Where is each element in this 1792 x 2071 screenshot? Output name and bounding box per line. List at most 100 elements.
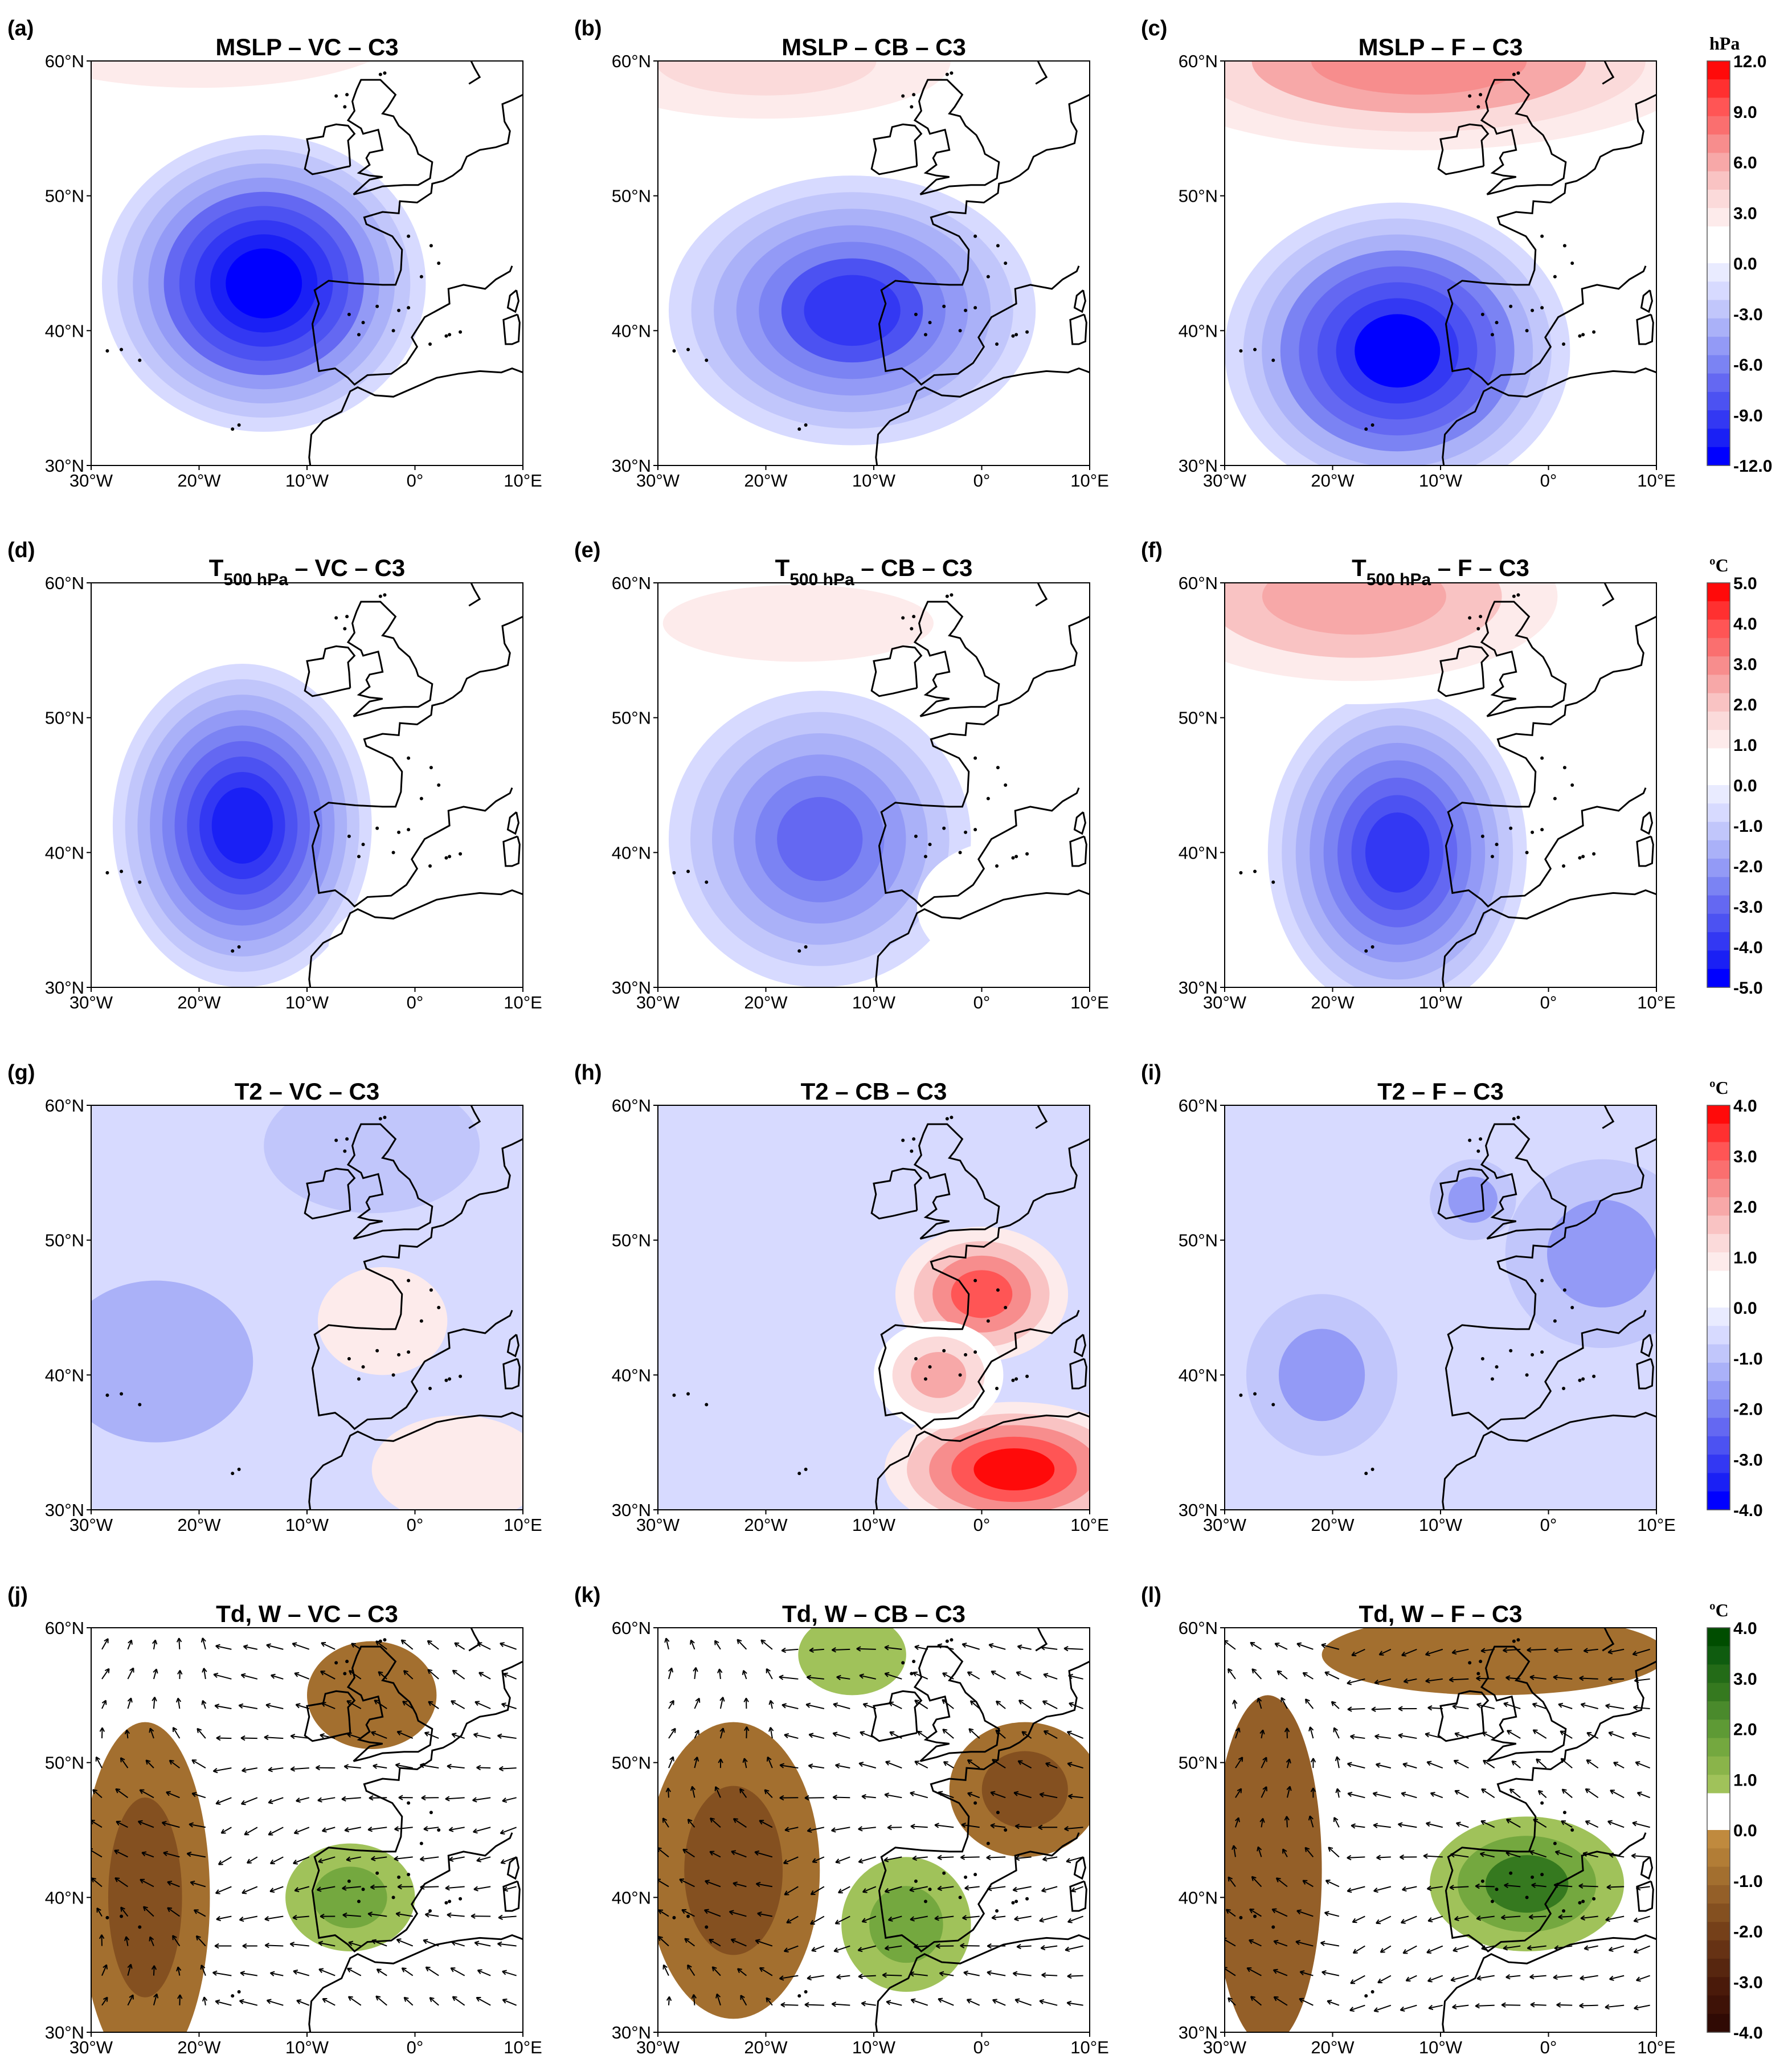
- wind-arrow-head: [781, 1647, 786, 1653]
- colorbar-frame: [1707, 1627, 1730, 2033]
- island: [138, 1403, 142, 1407]
- wind-arrow: [1476, 1677, 1495, 1680]
- island: [797, 1472, 801, 1476]
- island: [1581, 1900, 1585, 1903]
- wind-arrow-head: [114, 1877, 120, 1882]
- island: [1592, 1897, 1596, 1901]
- wind-arrow: [191, 1792, 206, 1799]
- wind-arrow-head: [1327, 1999, 1332, 2005]
- wind-arrow-head: [427, 1640, 432, 1645]
- wind-arrow-head: [737, 1639, 742, 1644]
- island: [973, 1873, 977, 1877]
- wind-arrow-head: [1501, 2002, 1506, 2008]
- wind-arrow-head: [264, 1916, 269, 1922]
- wind-arrow: [321, 1642, 336, 1650]
- island: [378, 72, 382, 76]
- wind-arrow: [1505, 1852, 1521, 1858]
- lon-tick-label: 10°W: [285, 992, 329, 1012]
- coastline: [1035, 1628, 1048, 1652]
- island: [995, 1909, 999, 1913]
- wind-arrow: [1561, 1788, 1573, 1798]
- wind-arrow-head: [1259, 1729, 1265, 1735]
- wind-arrow: [449, 1827, 465, 1831]
- lat-tick-label: 30°N: [45, 978, 84, 998]
- lat-tick-label: 30°N: [612, 978, 651, 998]
- wind-arrow-head: [833, 1702, 838, 1708]
- wind-arrow: [212, 1972, 232, 1976]
- coastline: [878, 93, 1090, 349]
- colorbar-swatch: [1707, 1160, 1730, 1179]
- island: [138, 880, 142, 884]
- lon-tick-label: 20°W: [1311, 992, 1355, 1012]
- colorbar-swatch: [1707, 391, 1730, 411]
- wind-arrow: [1426, 1823, 1443, 1828]
- coastline: [1035, 1105, 1048, 1129]
- coastline: [502, 1880, 521, 1912]
- island: [1540, 1278, 1544, 1282]
- lat-tick-label: 50°N: [612, 1753, 651, 1773]
- island: [429, 766, 433, 770]
- island: [407, 1350, 411, 1354]
- colorbar: 5.04.03.02.01.00.0-1.0-2.0-3.0-4.0-5.0ºC: [1707, 555, 1763, 998]
- wind-arrow: [1013, 1792, 1032, 1799]
- wind-arrow-head: [808, 1733, 814, 1738]
- coastline: [468, 61, 481, 85]
- wind-arrow-head: [317, 1797, 322, 1803]
- wind-arrow: [934, 1915, 954, 1919]
- lat-tick-label: 40°N: [45, 321, 84, 341]
- island: [1516, 71, 1520, 75]
- wind-arrow-head: [1605, 1917, 1610, 1922]
- wind-arrow: [1452, 2004, 1469, 2008]
- wind-arrow: [808, 1764, 824, 1769]
- wind-arrow: [101, 1700, 107, 1709]
- wind-arrow: [499, 1767, 517, 1770]
- lat-tick-label: 40°N: [45, 1888, 84, 1907]
- panel-title-rest: – VC – C3: [288, 554, 405, 581]
- colorbar-swatch: [1707, 1252, 1730, 1272]
- island: [1540, 1350, 1544, 1354]
- wind-arrow-head: [1380, 1948, 1385, 1953]
- island: [964, 830, 968, 834]
- island: [672, 349, 676, 353]
- wind-arrow: [807, 1975, 824, 1979]
- lon-tick-label: 10°W: [852, 1515, 896, 1535]
- island: [1531, 830, 1535, 834]
- wind-arrow-head: [447, 1912, 452, 1918]
- wind-arrow-head: [163, 1851, 168, 1857]
- colorbar-swatch: [1707, 1682, 1730, 1702]
- wind-arrow-head: [371, 1731, 376, 1737]
- wind-arrow: [807, 1827, 825, 1832]
- lat-tick-label: 30°N: [1179, 456, 1218, 476]
- wind-arrow: [474, 1942, 491, 1947]
- wind-arrow-head: [216, 1735, 221, 1741]
- wind-arrow: [1527, 1648, 1546, 1651]
- island: [1570, 262, 1574, 265]
- wind-arrow-head: [374, 1700, 379, 1705]
- wind-arrow-head: [1376, 1919, 1381, 1925]
- wind-arrow: [348, 1996, 362, 2006]
- lat-tick-label: 60°N: [1179, 573, 1218, 593]
- island: [228, 1004, 231, 1008]
- coastline: [308, 1934, 523, 2032]
- wind-arrow: [318, 1856, 336, 1862]
- wind-arrow-head: [668, 1667, 674, 1673]
- wind-arrow-head: [1350, 1734, 1355, 1740]
- wind-arrow-head: [1558, 1702, 1564, 1708]
- island: [901, 1138, 905, 1142]
- island: [1562, 244, 1566, 248]
- wind-arrow: [1021, 1731, 1032, 1739]
- island: [1025, 1374, 1029, 1378]
- wind-arrow: [242, 1767, 258, 1772]
- wind-arrow: [1586, 1759, 1599, 1768]
- colorbar-tick-label: 6.0: [1733, 154, 1757, 173]
- coastline: [1073, 289, 1086, 313]
- colorbar-swatch: [1707, 281, 1730, 301]
- wind-arrow-head: [705, 1880, 710, 1885]
- field: [1225, 583, 1656, 987]
- island: [459, 1374, 463, 1378]
- wind-arrow-head: [942, 1672, 947, 1677]
- island: [945, 1117, 949, 1121]
- contour-level: [662, 585, 934, 662]
- coastline: [506, 811, 519, 835]
- island: [1512, 1639, 1516, 1643]
